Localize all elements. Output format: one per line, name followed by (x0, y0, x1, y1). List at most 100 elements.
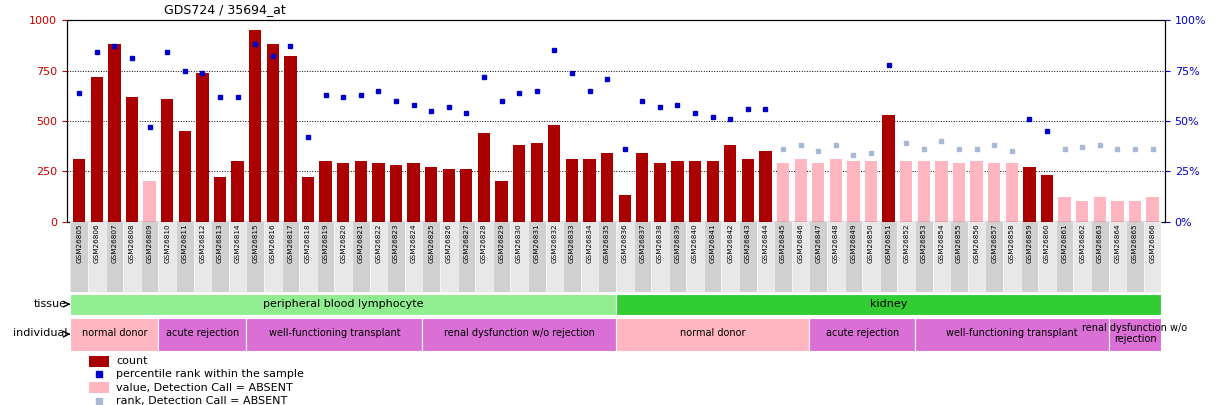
Bar (513, 145, 525, 222)
Bar (812, 163, 824, 222)
Bar (387, 222, 405, 292)
Bar (285, 56, 297, 222)
Bar (141, 222, 158, 292)
Bar (671, 161, 683, 222)
Text: acute rejection: acute rejection (165, 328, 240, 339)
Bar (1074, 222, 1091, 292)
Bar (108, 45, 120, 222)
Bar (316, 222, 334, 292)
Bar (810, 318, 916, 351)
Bar (935, 161, 947, 222)
Text: GSM26811: GSM26811 (181, 224, 187, 263)
Text: GSM26815: GSM26815 (252, 224, 258, 263)
Bar (91, 77, 103, 222)
Bar (985, 222, 1003, 292)
Bar (405, 222, 422, 292)
Bar (196, 72, 208, 222)
Bar (320, 161, 332, 222)
Text: GSM26814: GSM26814 (235, 224, 241, 263)
Text: GSM26835: GSM26835 (604, 224, 610, 263)
Bar (1076, 201, 1088, 222)
Text: count: count (117, 356, 148, 366)
Text: GSM26838: GSM26838 (657, 224, 663, 263)
Text: GSM26829: GSM26829 (499, 224, 505, 263)
Bar (654, 163, 666, 222)
Bar (581, 222, 598, 292)
Text: percentile rank within the sample: percentile rank within the sample (117, 369, 304, 379)
Text: GSM26852: GSM26852 (903, 224, 910, 263)
Bar (71, 294, 615, 315)
Bar (759, 151, 772, 222)
Text: GSM26825: GSM26825 (428, 224, 434, 263)
Text: GSM26816: GSM26816 (270, 224, 276, 263)
Text: GSM26831: GSM26831 (534, 224, 540, 263)
Text: GSM26857: GSM26857 (991, 224, 997, 263)
Bar (968, 222, 985, 292)
Bar (916, 318, 1109, 351)
Bar (933, 222, 950, 292)
Text: GSM26812: GSM26812 (199, 224, 206, 263)
Bar (1091, 222, 1109, 292)
Text: GSM26807: GSM26807 (112, 224, 118, 263)
Bar (970, 161, 983, 222)
Bar (247, 222, 264, 292)
Bar (247, 318, 422, 351)
Text: GSM26863: GSM26863 (1097, 224, 1103, 263)
Bar (1109, 318, 1161, 351)
Bar (669, 222, 686, 292)
Bar (73, 159, 85, 222)
Bar (777, 163, 789, 222)
Bar (1024, 167, 1036, 222)
Text: normal donor: normal donor (81, 328, 147, 339)
Bar (794, 159, 807, 222)
Text: GSM26853: GSM26853 (921, 224, 927, 263)
Text: GSM26819: GSM26819 (322, 224, 328, 263)
Bar (918, 161, 930, 222)
Bar (704, 222, 721, 292)
Bar (106, 222, 123, 292)
Text: GSM26840: GSM26840 (692, 224, 698, 263)
Bar (351, 222, 370, 292)
Bar (615, 294, 1161, 315)
Bar (1038, 222, 1055, 292)
Text: GSM26861: GSM26861 (1062, 224, 1068, 263)
Text: GSM26830: GSM26830 (516, 224, 522, 263)
Bar (424, 167, 438, 222)
Text: kidney: kidney (869, 298, 907, 309)
Bar (355, 161, 367, 222)
Text: GSM26846: GSM26846 (798, 224, 804, 263)
Bar (563, 222, 581, 292)
Text: GSM26841: GSM26841 (710, 224, 716, 263)
Text: GSM26849: GSM26849 (850, 224, 856, 263)
Bar (511, 222, 528, 292)
Bar (475, 222, 492, 292)
Bar (299, 222, 316, 292)
Text: GSM26864: GSM26864 (1114, 224, 1120, 263)
Bar (88, 222, 106, 292)
Text: GSM26842: GSM26842 (727, 224, 733, 263)
Text: renal dysfunction w/o
rejection: renal dysfunction w/o rejection (1082, 323, 1188, 344)
Bar (900, 161, 912, 222)
Text: rank, Detection Call = ABSENT: rank, Detection Call = ABSENT (117, 396, 287, 405)
Text: individual: individual (12, 328, 67, 339)
Bar (1020, 222, 1038, 292)
Bar (161, 99, 174, 222)
Text: GSM26856: GSM26856 (974, 224, 980, 263)
Bar (143, 181, 156, 222)
Bar (1147, 197, 1159, 222)
Bar (530, 143, 542, 222)
Text: GDS724 / 35694_at: GDS724 / 35694_at (164, 3, 286, 16)
Text: GSM26824: GSM26824 (411, 224, 417, 263)
Bar (829, 159, 841, 222)
Bar (89, 356, 108, 367)
Bar (282, 222, 299, 292)
Bar (89, 382, 108, 393)
Bar (457, 222, 475, 292)
Bar (706, 161, 719, 222)
Bar (634, 222, 651, 292)
Text: GSM26866: GSM26866 (1149, 224, 1155, 263)
Text: GSM26809: GSM26809 (147, 224, 152, 263)
Bar (1055, 222, 1074, 292)
Bar (1058, 197, 1071, 222)
Bar (848, 161, 860, 222)
